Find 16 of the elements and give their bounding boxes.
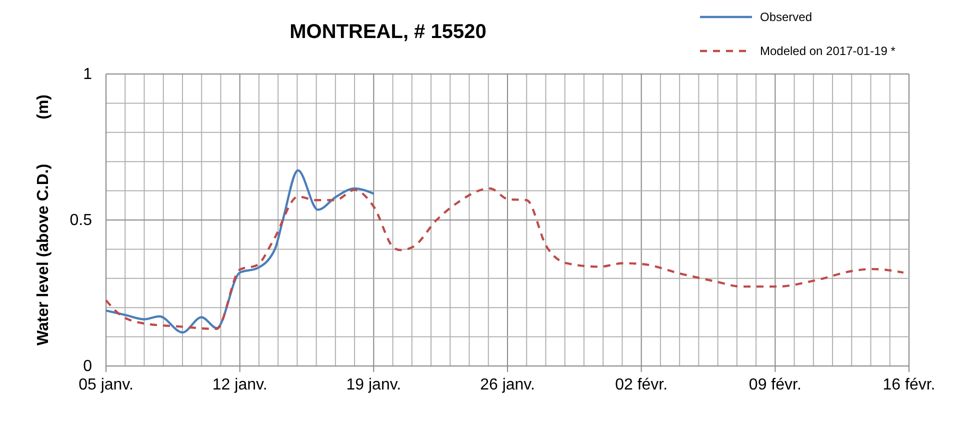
legend-label: Observed <box>760 10 812 24</box>
x-tick-label: 05 janv. <box>78 376 134 394</box>
x-tick-label: 12 janv. <box>212 376 268 394</box>
x-tick-label: 16 févr. <box>882 376 936 394</box>
x-tick-label: 26 janv. <box>480 376 535 394</box>
y-tick-label: 0.5 <box>70 212 92 230</box>
x-tick-label: 09 févr. <box>748 376 802 394</box>
legend-label: Modeled on 2017-01-19 * <box>760 44 896 58</box>
chart-title: MONTREAL, # 15520 <box>290 21 486 43</box>
line-series <box>104 187 905 330</box>
y-axis-title: Water level (above C.D.) (m) <box>35 94 52 346</box>
y-tick-label: 0 <box>83 358 92 376</box>
x-tick-label: 19 janv. <box>346 376 402 394</box>
y-tick-label: 1 <box>83 66 92 84</box>
x-tick-label: 02 févr. <box>615 376 668 394</box>
line-series <box>104 169 375 334</box>
